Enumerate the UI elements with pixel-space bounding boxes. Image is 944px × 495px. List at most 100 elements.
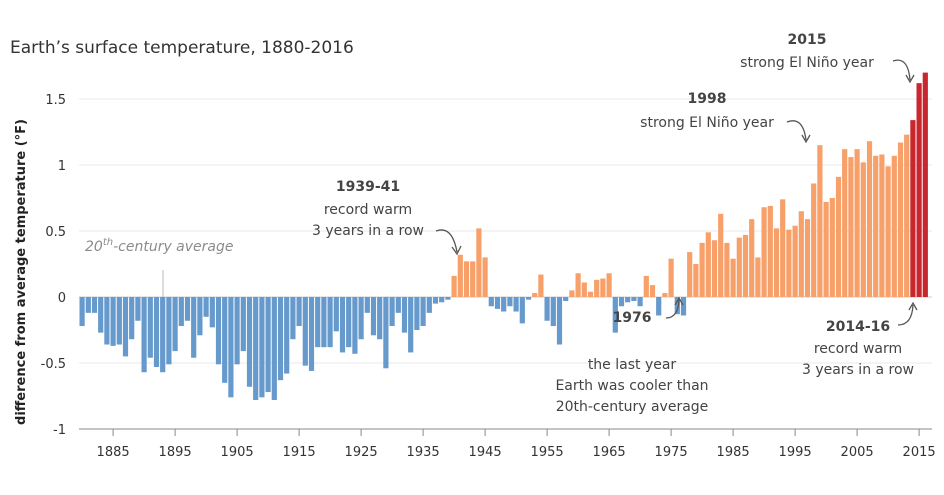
bar-1924 xyxy=(352,297,358,354)
y-tick-label: -0.5 xyxy=(41,357,66,372)
y-tick-label: 0.5 xyxy=(45,225,66,240)
bar-1926 xyxy=(364,297,370,313)
x-tick-label: 2015 xyxy=(903,445,936,460)
bar-1886 xyxy=(116,297,122,345)
bar-1980 xyxy=(699,242,705,297)
bar-2008 xyxy=(873,155,879,297)
bar-1902 xyxy=(215,297,222,365)
x-tick-label: 1895 xyxy=(159,445,192,460)
x-tick-label: 1905 xyxy=(221,445,254,460)
bar-1889 xyxy=(135,297,141,321)
bar-1948 xyxy=(501,297,507,312)
bar-2012 xyxy=(897,142,904,297)
bar-1919 xyxy=(321,297,327,348)
bar-1973 xyxy=(656,297,662,316)
bar-1960 xyxy=(575,273,581,297)
bar-1915 xyxy=(296,297,302,327)
bar-1881 xyxy=(85,297,91,313)
bar-1925 xyxy=(358,297,364,340)
bar-1890 xyxy=(141,297,147,373)
y-axis-label: difference from average temperature (°F) xyxy=(14,119,29,425)
bar-1917 xyxy=(308,297,315,371)
x-tick-label: 1995 xyxy=(779,445,812,460)
bar-1963 xyxy=(594,279,600,297)
annotation-2015-line1: strong El Niño year xyxy=(740,55,874,71)
bar-1895 xyxy=(172,297,178,352)
bar-1903 xyxy=(222,297,228,383)
annotation-1976-line3: 20th-century average xyxy=(556,399,709,415)
annotation-1976-title: 1976 xyxy=(613,310,652,326)
x-tick-label: 1955 xyxy=(531,445,564,460)
y-tick-label: 1.5 xyxy=(45,93,66,108)
bar-1943 xyxy=(470,261,476,297)
bar-1888 xyxy=(129,297,135,340)
annotation-2015-arrowhead xyxy=(905,74,915,84)
bar-1934 xyxy=(414,297,420,330)
bar-1957 xyxy=(556,297,563,345)
bar-2002 xyxy=(835,176,842,297)
x-tick-label: 1975 xyxy=(655,445,688,460)
bar-1916 xyxy=(302,297,308,366)
bars xyxy=(79,72,928,400)
bar-1986 xyxy=(736,237,742,297)
bar-1922 xyxy=(339,297,346,353)
bar-1953 xyxy=(532,293,538,297)
bar-1987 xyxy=(742,234,749,297)
bar-1945 xyxy=(482,257,488,297)
x-tick-label: 2005 xyxy=(841,445,874,460)
bar-1912 xyxy=(277,297,284,381)
bar-1907 xyxy=(246,297,253,387)
bar-1964 xyxy=(600,278,606,297)
annotation-1939-title: 1939-41 xyxy=(336,179,400,195)
bar-1951 xyxy=(519,297,525,324)
annotation-1939-line2: 3 years in a row xyxy=(312,223,424,239)
bar-1927 xyxy=(370,297,377,336)
bar-1941 xyxy=(457,254,463,297)
bar-1972 xyxy=(649,285,656,297)
bar-1962 xyxy=(587,291,594,297)
x-tick-label: 1885 xyxy=(97,445,130,460)
bar-2003 xyxy=(842,149,848,297)
bar-1992 xyxy=(773,228,780,297)
bar-1997 xyxy=(804,219,811,297)
bar-1969 xyxy=(631,297,637,301)
annotation-2014-arrowhead xyxy=(908,301,918,311)
x-tick-label: 1985 xyxy=(717,445,750,460)
annotation-1939-line1: record warm xyxy=(324,202,412,218)
bar-1990 xyxy=(761,207,767,297)
average-label: 20th-century average xyxy=(85,237,234,255)
bar-2001 xyxy=(829,198,835,297)
bar-1884 xyxy=(104,297,110,345)
annotation-2014-title: 2014-16 xyxy=(826,319,890,335)
bar-1947 xyxy=(494,297,501,309)
bar-1908 xyxy=(253,297,259,400)
y-axis-ticks: 1.5 1 0.5 0 -0.5 -1 xyxy=(41,93,66,438)
bar-1937 xyxy=(432,297,439,304)
bar-1985 xyxy=(730,258,736,297)
annotation-1976-arrowhead xyxy=(674,296,684,306)
bar-1883 xyxy=(98,297,104,333)
annotation-1939-arrowhead xyxy=(451,245,462,256)
bar-1906 xyxy=(240,297,246,352)
bar-1913 xyxy=(284,297,290,374)
bar-1940 xyxy=(451,275,457,297)
bar-1894 xyxy=(166,297,172,365)
bar-1910 xyxy=(265,297,271,393)
annotation-2014-line2: 3 years in a row xyxy=(802,362,914,378)
bar-1928 xyxy=(377,297,383,340)
bar-1976 xyxy=(674,297,680,315)
bar-1970 xyxy=(637,297,643,307)
bar-1929 xyxy=(383,297,389,369)
bar-1984 xyxy=(724,242,730,297)
bar-1891 xyxy=(147,297,153,358)
bar-1930 xyxy=(389,297,395,327)
bar-1949 xyxy=(507,297,513,307)
bar-2015 xyxy=(916,83,922,297)
bar-1955 xyxy=(544,297,550,321)
annotation-1939-arrow xyxy=(435,229,458,253)
bar-2014 xyxy=(910,120,916,298)
bar-2009 xyxy=(879,154,885,297)
bar-1975 xyxy=(668,258,674,297)
annotation-2015: 2015 strong El Niño year xyxy=(740,32,915,84)
bar-1920 xyxy=(327,297,333,348)
